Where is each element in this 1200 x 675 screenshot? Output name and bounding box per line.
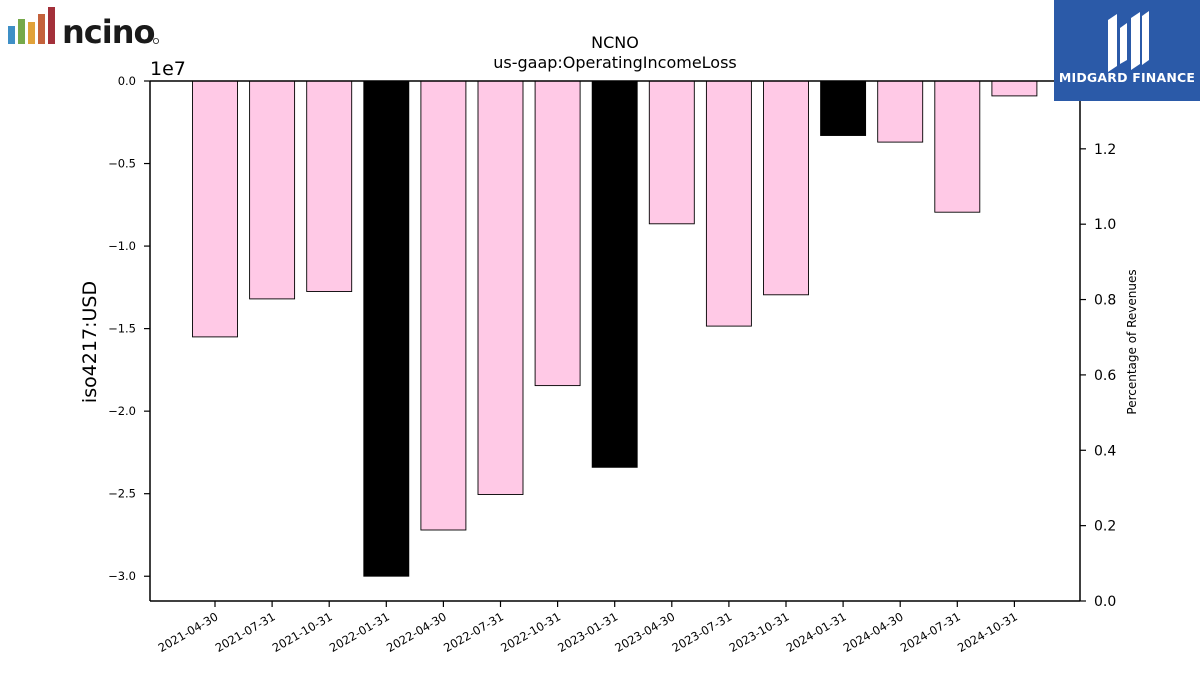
bar-2021-10-31 [306,80,353,292]
chart-subtitle: us-gaap:OperatingIncomeLoss [493,53,737,72]
ncino-logo-text: ncino [62,13,155,48]
bar-2023-04-30 [648,80,695,225]
y-tick-label: −1.5 [108,322,136,336]
y-tick-label: 0.0 [118,74,136,88]
ncino-logo-bar [28,22,35,44]
x-tick-label: 2022-04-30 [384,609,449,655]
bar-2022-10-31 [534,80,581,387]
x-tick-label: 2023-07-31 [670,609,735,655]
bar-2021-07-31 [249,80,296,300]
y2-axis-label: Percentage of Revenues [1125,269,1139,414]
y-tick-label: −2.5 [108,487,136,501]
bar-2021-04-30 [192,80,238,338]
ncino-logo-icon: ncino [8,7,159,51]
x-tick-label: 2022-07-31 [441,609,506,655]
ncino-logo-bar [18,19,25,44]
x-tick-label: 2024-07-31 [898,609,963,655]
midgard-finance-logo: MIDGARD FINANCE [1054,0,1200,101]
bar-2023-07-31 [705,80,752,327]
y-tick-label: −1.0 [108,239,136,253]
y2-tick-label: 0.8 [1094,293,1116,309]
chart-title: NCNO [591,33,639,52]
y2-tick-label: 1.2 [1094,142,1116,158]
bar-2022-01-31 [363,80,410,577]
ncino-logo-bar [8,26,15,44]
y-tick-label: −2.0 [108,404,136,418]
x-tick-label: 2024-10-31 [955,609,1020,655]
x-tick-label: 2021-10-31 [270,609,335,655]
x-tick-label: 2023-10-31 [727,609,792,655]
ncino-logo-bar [48,7,55,44]
bar-2022-07-31 [477,80,524,495]
x-tick-label: 2022-01-31 [327,609,392,655]
bar-2023-10-31 [763,80,809,296]
x-tick-label: 2022-10-31 [498,609,563,655]
x-tick-label: 2024-01-31 [784,609,849,655]
bar-2022-04-30 [420,80,467,531]
y2-tick-label: 0.4 [1094,443,1116,459]
y-axis-ticks: 0.0 −0.5 −1.0 −1.5 −2.0 −2.5 −3.0 [108,74,150,583]
x-tick-label: 2021-07-31 [213,609,278,655]
midgard-finance-logo-text: MIDGARD FINANCE [1058,70,1196,85]
x-tick-label: 2023-04-30 [612,609,677,655]
bar-2024-10-31 [991,80,1038,97]
x-tick-label: 2024-04-30 [841,609,906,655]
bar-2024-01-31 [820,80,867,136]
y2-tick-label: 0.0 [1094,594,1116,610]
ncino-logo: ncino [6,4,166,51]
y-tick-label: −0.5 [108,157,136,171]
y-tick-label: −3.0 [108,569,136,583]
bar-2024-07-31 [934,80,981,213]
y2-tick-label: 0.2 [1094,519,1116,535]
y2-tick-label: 0.6 [1094,368,1116,384]
bars-group [192,80,1038,577]
bar-2024-04-30 [877,80,924,143]
y-axis-label: iso4217:USD [79,281,101,403]
y2-tick-label: 1.0 [1094,217,1116,233]
x-tick-label: 2021-04-30 [156,609,221,655]
bar-2023-01-31 [591,80,638,468]
y2-axis-ticks: 0.0 0.2 0.4 0.6 0.8 1.0 1.2 [1080,142,1116,610]
y-offset-label: 1e7 [150,58,186,80]
x-axis-ticks: 2021-04-302021-07-312021-10-312022-01-31… [156,601,1020,655]
midgard-finance-emblem-icon [1108,11,1149,72]
x-tick-label: 2023-01-31 [555,609,620,655]
ncino-logo-bar [38,14,45,44]
